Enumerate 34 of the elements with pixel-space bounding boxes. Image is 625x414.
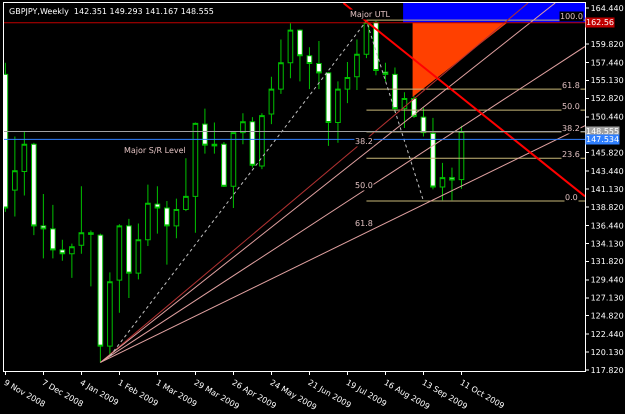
y-tick-label: 124.820 [590, 312, 624, 321]
y-tick-label: 117.820 [590, 366, 624, 375]
annotation: 100.0 [560, 12, 583, 21]
y-tick-label: 155.130 [590, 76, 624, 86]
y-tick-label: 159.820 [590, 40, 624, 49]
annotation: 23.6 [562, 150, 580, 159]
annotation: 61.8 [562, 81, 580, 90]
y-tick-label: 134.130 [590, 239, 624, 248]
y-tick-label: 136.440 [590, 221, 624, 230]
annotation: 0.0 [565, 193, 578, 202]
ref-line-label: 148.555 [586, 127, 620, 136]
y-tick-label: 143.440 [590, 166, 624, 176]
text: GBPJPY,Weekly 142.351 149.293 141.167 148.555 [9, 7, 214, 16]
ref-line-label: 147.534 [586, 135, 620, 144]
ref-line-label: 162.56 [586, 18, 614, 27]
annotation: Major UTL [350, 10, 390, 19]
y-tick-label: 122.440 [590, 330, 624, 339]
y-tick-label: 145.820 [590, 148, 624, 158]
y-tick-label: 129.440 [590, 276, 624, 285]
y-tick-label: 138.820 [590, 202, 624, 212]
annotation: 61.8 [355, 219, 373, 228]
y-tick-label: 120.130 [590, 348, 624, 357]
y-tick-label: 157.440 [590, 58, 624, 68]
y-tick-label: 131.820 [590, 257, 624, 266]
annotation: 50.0 [562, 102, 580, 111]
y-tick-label: 127.130 [590, 294, 624, 303]
y-tick-label: 152.820 [590, 94, 624, 104]
annotation: Major S/R Level [124, 146, 186, 155]
y-tick-label: 150.440 [590, 112, 624, 122]
annotation: 38.2 [355, 137, 373, 146]
y-tick-label: 141.130 [590, 184, 624, 194]
annotation: 38.2 [562, 124, 580, 133]
y-tick-label: 164.440 [590, 4, 624, 13]
annotation: 50.0 [355, 181, 373, 190]
